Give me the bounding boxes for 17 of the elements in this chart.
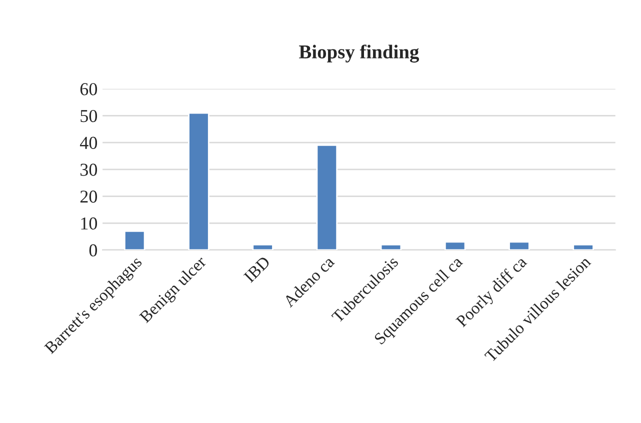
y-tick-label: 60 (80, 83, 98, 96)
x-tick-label: IBD (243, 256, 271, 283)
bar (188, 112, 210, 250)
bar (380, 244, 402, 250)
bar (508, 241, 530, 250)
y-tick-label: 50 (80, 110, 98, 122)
bar (252, 244, 274, 250)
bar (316, 144, 338, 250)
bar (572, 244, 594, 250)
y-tick-label: 10 (81, 217, 98, 230)
chart-title: Biopsy finding (299, 44, 420, 63)
bar (444, 241, 466, 250)
y-tick-label: 40 (80, 136, 98, 149)
y-tick-label: 0 (89, 244, 98, 256)
bar (124, 230, 146, 250)
y-tick-label: 30 (80, 164, 98, 176)
y-tick-label: 20 (80, 190, 98, 203)
